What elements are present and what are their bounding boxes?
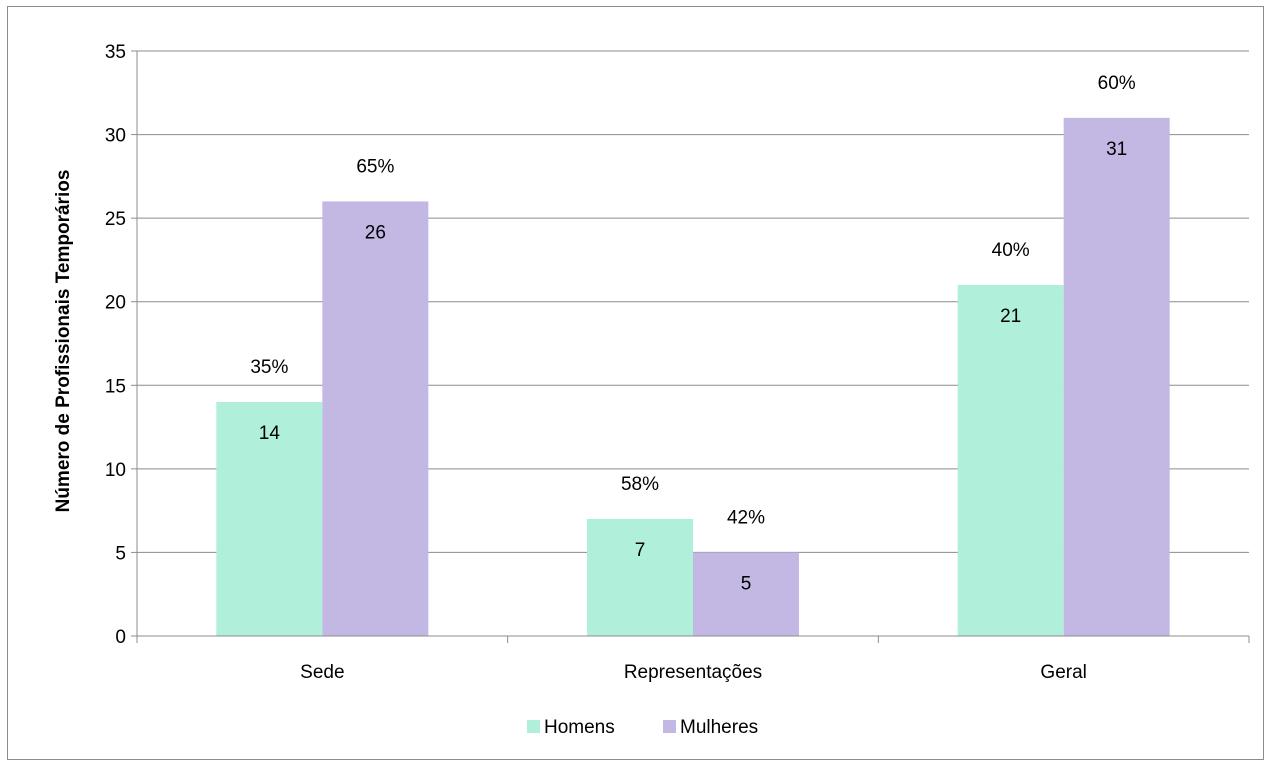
bar-homens-geral	[957, 285, 1064, 636]
percent-label: 60%	[1098, 73, 1136, 94]
legend: Homens Mulheres	[527, 717, 758, 738]
bars	[216, 117, 1170, 637]
y-tick-label: 25	[105, 209, 126, 230]
value-label: 21	[1000, 306, 1021, 327]
y-tick-label: 10	[105, 460, 126, 481]
percent-label: 58%	[621, 474, 659, 495]
percent-label: 65%	[356, 156, 394, 177]
y-tick-label: 5	[115, 543, 126, 564]
legend-swatch-mulheres	[663, 720, 676, 733]
value-label: 14	[259, 423, 281, 444]
data-labels: 14 35% 26 65% 7 58% 5 42% 21 40% 31 60%	[250, 73, 1135, 595]
x-tick-label: Representações	[624, 662, 762, 683]
y-axis-label: Número de Profissionais Temporários	[53, 170, 74, 513]
legend-label-homens: Homens	[544, 717, 615, 738]
bar-mulheres-geral	[1063, 117, 1170, 637]
bar-homens-representações	[587, 519, 693, 636]
y-tick-label: 20	[105, 293, 126, 314]
x-tick-label: Geral	[1040, 662, 1086, 683]
bar-mulheres-representações	[693, 552, 799, 636]
percent-label: 40%	[992, 240, 1030, 261]
x-tick-label: Sede	[300, 662, 344, 683]
y-tick-label: 0	[115, 627, 126, 648]
bar-homens-sede	[216, 402, 323, 636]
percent-label: 35%	[250, 357, 288, 378]
value-label: 5	[741, 573, 752, 594]
value-label: 31	[1106, 139, 1127, 160]
x-axis: Sede Representações Geral	[136, 635, 1250, 683]
y-tick-label: 15	[105, 376, 126, 397]
bar-mulheres-sede	[322, 201, 429, 636]
value-label: 7	[635, 540, 646, 561]
y-tick-label: 35	[105, 42, 126, 63]
legend-label-mulheres: Mulheres	[680, 717, 758, 738]
y-tick-label: 30	[105, 126, 126, 147]
percent-label: 42%	[727, 507, 765, 528]
value-label: 26	[365, 222, 386, 243]
y-axis-ticks: 0 5 10 15 20 25 30 35	[105, 42, 138, 648]
legend-swatch-homens	[527, 720, 540, 733]
